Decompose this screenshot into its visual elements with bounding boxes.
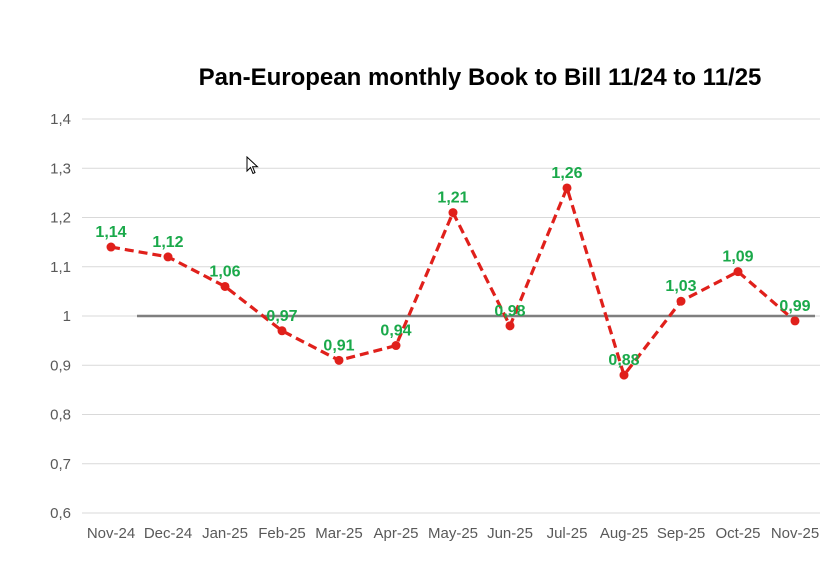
data-point xyxy=(163,252,173,262)
y-tick-label: 0,9 xyxy=(50,357,71,374)
data-label: 1,14 xyxy=(95,224,126,241)
x-tick-label: Feb-25 xyxy=(258,525,306,542)
data-point xyxy=(277,326,287,336)
data-point xyxy=(391,341,401,351)
data-label: 1,03 xyxy=(665,278,696,295)
y-axis-labels: 0,6 0,7 0,8 0,9 1 1,1 1,2 1,3 1,4 xyxy=(50,111,71,522)
gridlines xyxy=(82,118,820,514)
y-tick-label: 0,6 xyxy=(50,505,71,522)
x-tick-label: May-25 xyxy=(428,525,478,542)
x-tick-label: Dec-24 xyxy=(144,525,192,542)
x-tick-label: Oct-25 xyxy=(715,525,760,542)
mouse-pointer-icon xyxy=(246,156,259,175)
x-axis-labels: Nov-24 Dec-24 Jan-25 Feb-25 Mar-25 Apr-25 May-… xyxy=(87,525,819,542)
data-label: 1,21 xyxy=(437,190,468,207)
x-tick-label: Jan-25 xyxy=(202,525,248,542)
x-tick-label: Aug-25 xyxy=(600,525,648,542)
data-label: 0,94 xyxy=(380,323,411,340)
data-point xyxy=(790,316,800,326)
data-point xyxy=(220,281,230,291)
data-label: 1,09 xyxy=(722,249,753,266)
data-point xyxy=(448,208,458,218)
data-label: 1,12 xyxy=(152,234,183,251)
data-label: 1,06 xyxy=(209,263,240,280)
y-tick-label: 0,7 xyxy=(50,456,71,473)
data-point xyxy=(676,296,686,306)
x-tick-label: Nov-25 xyxy=(771,525,819,542)
y-tick-label: 1,2 xyxy=(50,210,71,227)
y-tick-label: 1 xyxy=(63,308,71,325)
data-label: 0,99 xyxy=(779,298,810,315)
x-tick-label: Jul-25 xyxy=(547,525,588,542)
data-labels: 1,14 1,12 1,06 0,97 0,91 0,94 1,21 0,98 1,26 0,88… xyxy=(95,165,810,369)
x-tick-label: Mar-25 xyxy=(315,525,363,542)
series-group xyxy=(106,183,800,380)
y-tick-label: 1,3 xyxy=(50,160,71,177)
data-point xyxy=(562,183,572,193)
data-label: 0,97 xyxy=(266,308,297,325)
x-tick-label: Jun-25 xyxy=(487,525,533,542)
data-label: 1,26 xyxy=(551,165,582,182)
x-tick-label: Nov-24 xyxy=(87,525,135,542)
data-point xyxy=(733,267,743,277)
data-point xyxy=(505,321,515,331)
data-label: 0,88 xyxy=(608,352,639,369)
chart-title: Pan-European monthly Book to Bill 11/24 … xyxy=(198,64,762,91)
data-label: 0,91 xyxy=(323,337,354,354)
data-point xyxy=(619,370,629,380)
y-tick-label: 0,8 xyxy=(50,407,71,424)
x-tick-label: Apr-25 xyxy=(373,525,418,542)
data-label: 0,98 xyxy=(494,303,525,320)
data-point xyxy=(334,355,344,365)
y-tick-label: 1,4 xyxy=(50,111,71,128)
data-point xyxy=(106,242,116,252)
x-tick-label: Sep-25 xyxy=(657,525,705,542)
y-tick-label: 1,1 xyxy=(50,259,71,276)
